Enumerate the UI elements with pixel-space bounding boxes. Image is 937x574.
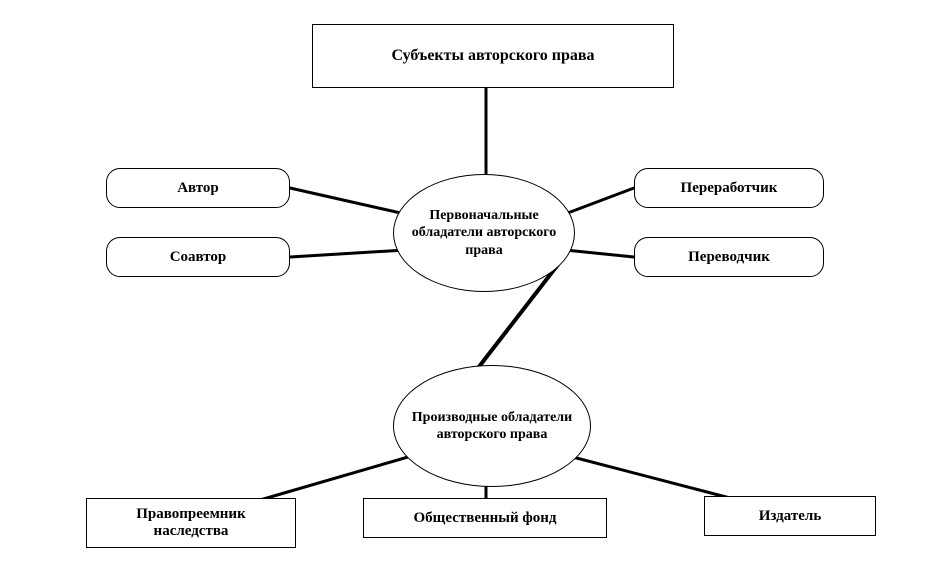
node-ellipse-primary: Первоначальные обладатели авторского пра… — [393, 174, 575, 292]
diagram-container: { "diagram": { "type": "flowchart", "bac… — [0, 0, 937, 574]
node-public-fund: Общественный фонд — [363, 498, 607, 538]
node-processor-label: Переработчик — [671, 176, 788, 201]
node-top-subjects-label: Субъекты авторского права — [381, 43, 604, 69]
node-successor-label: Правопреемник наследства — [87, 502, 295, 544]
node-author-label: Автор — [167, 176, 229, 201]
node-ellipse-derivative: Производные обладатели авторского права — [393, 365, 591, 487]
node-translator-label: Переводчик — [678, 245, 780, 270]
node-publisher-label: Издатель — [749, 504, 832, 529]
node-ellipse-primary-label: Первоначальные обладатели авторского пра… — [394, 203, 574, 264]
node-processor: Переработчик — [634, 168, 824, 208]
node-public-fund-label: Общественный фонд — [404, 506, 567, 531]
node-translator: Переводчик — [634, 237, 824, 277]
node-coauthor-label: Соавтор — [160, 245, 237, 270]
node-top-subjects: Субъекты авторского права — [312, 24, 674, 88]
node-coauthor: Соавтор — [106, 237, 290, 277]
node-ellipse-derivative-label: Производные обладатели авторского права — [394, 405, 590, 448]
node-author: Автор — [106, 168, 290, 208]
node-successor: Правопреемник наследства — [86, 498, 296, 548]
node-publisher: Издатель — [704, 496, 876, 536]
